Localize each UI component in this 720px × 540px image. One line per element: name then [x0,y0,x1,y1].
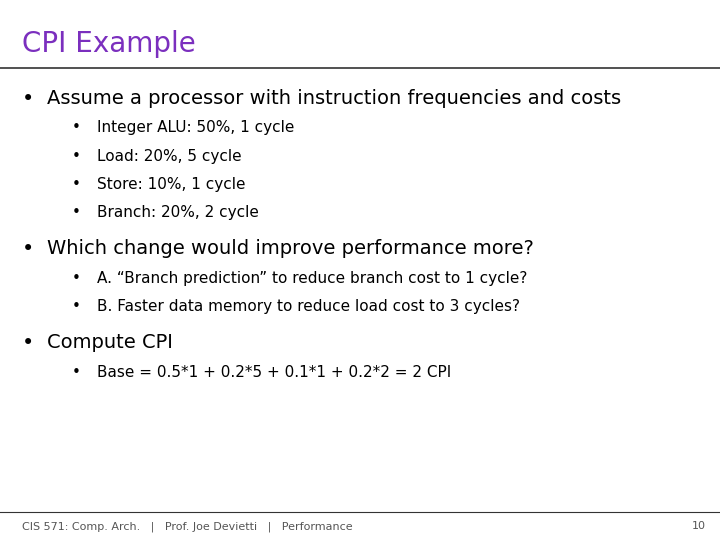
Text: Integer ALU: 50%, 1 cycle: Integer ALU: 50%, 1 cycle [97,120,294,136]
Text: Which change would improve performance more?: Which change would improve performance m… [47,239,534,258]
Text: CIS 571: Comp. Arch.   |   Prof. Joe Devietti   |   Performance: CIS 571: Comp. Arch. | Prof. Joe Deviett… [22,521,352,531]
Text: •: • [22,333,34,353]
Text: Assume a processor with instruction frequencies and costs: Assume a processor with instruction freq… [47,89,621,108]
Text: 10: 10 [692,521,706,531]
Text: •: • [72,177,81,192]
Text: •: • [72,299,81,314]
Text: •: • [72,271,81,286]
Text: CPI Example: CPI Example [22,30,195,58]
Text: •: • [22,89,34,109]
Text: A. “Branch prediction” to reduce branch cost to 1 cycle?: A. “Branch prediction” to reduce branch … [97,271,528,286]
Text: •: • [72,364,81,380]
Text: B. Faster data memory to reduce load cost to 3 cycles?: B. Faster data memory to reduce load cos… [97,299,521,314]
Text: •: • [72,148,81,164]
Text: Load: 20%, 5 cycle: Load: 20%, 5 cycle [97,148,242,164]
Text: Branch: 20%, 2 cycle: Branch: 20%, 2 cycle [97,205,259,220]
Text: Compute CPI: Compute CPI [47,333,173,352]
Text: •: • [72,205,81,220]
Text: •: • [72,120,81,136]
Text: •: • [22,239,34,259]
Text: Base = 0.5*1 + 0.2*5 + 0.1*1 + 0.2*2 = 2 CPI: Base = 0.5*1 + 0.2*5 + 0.1*1 + 0.2*2 = 2… [97,364,451,380]
Text: Store: 10%, 1 cycle: Store: 10%, 1 cycle [97,177,246,192]
